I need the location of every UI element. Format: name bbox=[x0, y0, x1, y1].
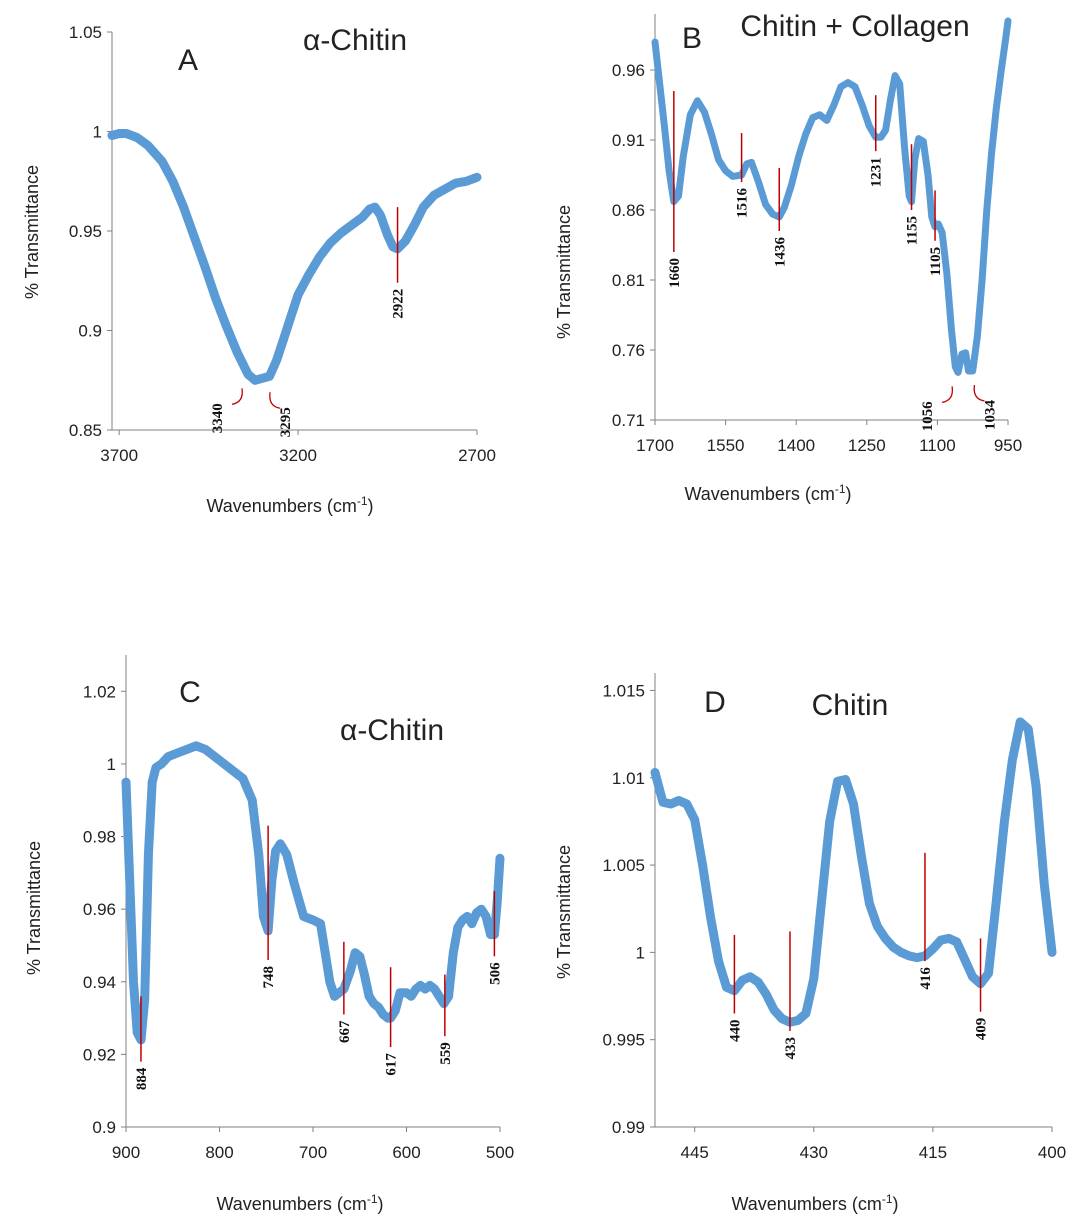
y-tick-label: 0.9 bbox=[78, 322, 102, 341]
x-tick-label: 415 bbox=[919, 1143, 947, 1162]
peak-label: 884 bbox=[134, 1067, 150, 1090]
peak-label: 617 bbox=[384, 1053, 400, 1076]
x-axis-title: Wavenumbers (cm-1) bbox=[731, 1192, 898, 1214]
peak-marker bbox=[269, 392, 281, 409]
panel-d: 0.99 0.995 1 1.005 1.01 1.015 445 430 415 400 % Tr… bbox=[554, 673, 1066, 1214]
peak-label: 416 bbox=[918, 967, 934, 990]
peak-marker bbox=[941, 386, 954, 404]
y-tick-label: 0.76 bbox=[612, 341, 645, 360]
peak-label: 1056 bbox=[920, 401, 936, 432]
panel-title: α-Chitin bbox=[340, 714, 444, 747]
peak-label: 440 bbox=[727, 1020, 743, 1043]
x-tick-label: 1550 bbox=[707, 436, 745, 455]
peak-label: 1105 bbox=[928, 247, 944, 276]
y-tick-label: 1 bbox=[636, 943, 645, 962]
panel-title: Chitin + Collagen bbox=[740, 10, 969, 43]
x-tick-label: 430 bbox=[800, 1143, 828, 1162]
y-tick-label: 0.99 bbox=[612, 1118, 645, 1137]
panel-title: α-Chitin bbox=[303, 24, 407, 57]
x-tick-label: 800 bbox=[205, 1143, 233, 1162]
spectrum-line bbox=[107, 129, 482, 385]
y-tick-label: 0.96 bbox=[612, 61, 645, 80]
x-tick-label: 600 bbox=[392, 1143, 420, 1162]
x-tick-label: 2700 bbox=[458, 446, 496, 465]
peak-label: 667 bbox=[337, 1020, 353, 1043]
peak-label: 409 bbox=[974, 1018, 990, 1041]
x-tick-label: 1100 bbox=[919, 436, 956, 455]
y-tick-label: 0.71 bbox=[612, 411, 645, 430]
y-tick-label: 1 bbox=[93, 123, 102, 142]
peak-label: 1155 bbox=[905, 216, 921, 245]
peak-label: 433 bbox=[783, 1037, 799, 1060]
spectrum-line bbox=[121, 741, 505, 1045]
panel-letter: D bbox=[704, 686, 726, 719]
panel-c: 0.9 0.92 0.94 0.96 0.98 1 1.02 900 800 700 600 500%… bbox=[24, 655, 514, 1214]
peak-label: 1516 bbox=[735, 188, 751, 219]
x-tick-label: 700 bbox=[299, 1143, 327, 1162]
panel-letter: A bbox=[178, 44, 198, 77]
y-tick-label: 0.96 bbox=[83, 900, 116, 919]
y-tick-label: 0.995 bbox=[602, 1031, 645, 1050]
spectrum-line bbox=[650, 717, 1057, 1027]
y-tick-label: 0.85 bbox=[69, 421, 102, 440]
y-tick-label: 1.01 bbox=[612, 769, 645, 788]
y-tick-label: 1.015 bbox=[602, 681, 645, 700]
peak-marker bbox=[973, 384, 985, 402]
peak-label: 3295 bbox=[278, 407, 294, 437]
y-tick-label: 1.005 bbox=[602, 856, 645, 875]
x-tick-label: 1250 bbox=[848, 436, 886, 455]
spectrum-line bbox=[651, 17, 1012, 376]
y-axis-title: % Transmittance bbox=[24, 841, 44, 975]
peak-label: 1436 bbox=[772, 237, 788, 268]
panel-b: 0.71 0.76 0.81 0.86 0.91 0.96 1700 1550 1400 1250… bbox=[554, 10, 1022, 504]
x-tick-label: 1400 bbox=[777, 436, 815, 455]
peak-label: 748 bbox=[261, 966, 277, 989]
x-tick-label: 3200 bbox=[279, 446, 317, 465]
peak-label: 1231 bbox=[869, 157, 885, 187]
x-tick-label: 1700 bbox=[636, 436, 674, 455]
x-tick-label: 950 bbox=[994, 436, 1022, 455]
y-tick-label: 0.98 bbox=[83, 828, 116, 847]
y-axis-title: % Transmittance bbox=[22, 165, 42, 299]
peak-label: 559 bbox=[438, 1042, 454, 1065]
y-tick-label: 1.05 bbox=[69, 23, 102, 42]
peak-label: 1034 bbox=[982, 400, 998, 431]
x-axis-title: Wavenumbers (cm-1) bbox=[206, 494, 373, 516]
x-tick-label: 3700 bbox=[100, 446, 138, 465]
y-tick-label: 0.92 bbox=[83, 1045, 116, 1064]
y-tick-label: 0.95 bbox=[69, 222, 102, 241]
x-axis-title: Wavenumbers (cm-1) bbox=[684, 482, 851, 504]
y-tick-label: 1 bbox=[107, 755, 116, 774]
peak-marker bbox=[231, 388, 243, 405]
peak-label: 2922 bbox=[391, 289, 407, 319]
y-tick-label: 0.9 bbox=[92, 1118, 116, 1137]
y-tick-label: 0.81 bbox=[612, 271, 645, 290]
peak-label: 1660 bbox=[667, 258, 683, 288]
x-tick-label: 445 bbox=[681, 1143, 709, 1162]
y-tick-label: 0.94 bbox=[83, 973, 116, 992]
y-tick-label: 0.91 bbox=[612, 131, 645, 150]
x-axis-title: Wavenumbers (cm-1) bbox=[216, 1192, 383, 1214]
y-tick-label: 1.02 bbox=[83, 682, 116, 701]
x-tick-label: 900 bbox=[112, 1143, 140, 1162]
panel-letter: B bbox=[682, 22, 702, 55]
peak-label: 506 bbox=[487, 962, 503, 985]
panel-letter: C bbox=[179, 676, 201, 709]
panel-title: Chitin bbox=[812, 689, 889, 722]
panel-a: 0.85 0.9 0.95 1 1.05 3700 3200 2700 % Transmitta… bbox=[22, 23, 496, 516]
y-tick-label: 0.86 bbox=[612, 201, 645, 220]
x-tick-label: 500 bbox=[486, 1143, 514, 1162]
x-tick-label: 400 bbox=[1038, 1143, 1066, 1162]
y-axis-title: % Transmittance bbox=[554, 845, 574, 979]
peak-label: 3340 bbox=[210, 403, 226, 433]
y-axis-title: % Transmittance bbox=[554, 205, 574, 339]
